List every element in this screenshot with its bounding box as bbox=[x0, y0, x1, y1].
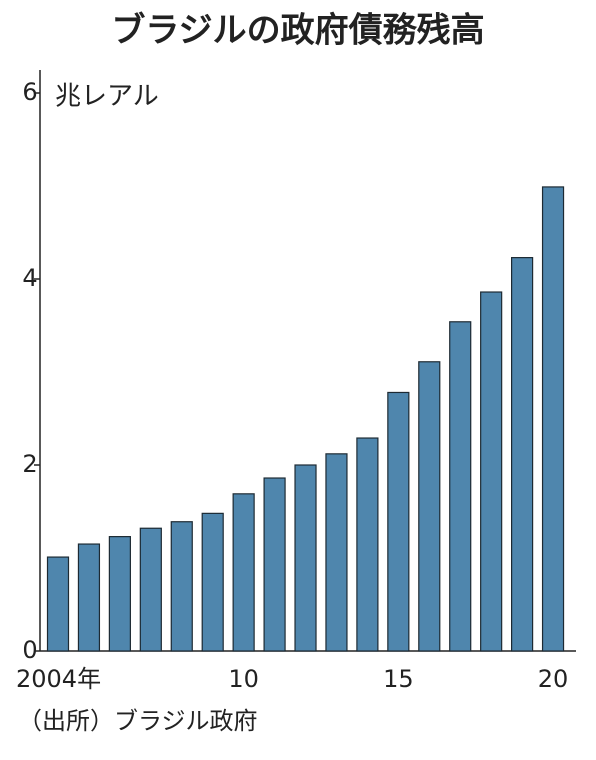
bar bbox=[418, 361, 441, 652]
source-note: （出所）ブラジル政府 bbox=[18, 707, 258, 735]
bar bbox=[511, 257, 534, 652]
bar bbox=[77, 543, 101, 652]
bar bbox=[263, 477, 286, 652]
bar bbox=[108, 536, 131, 652]
bar bbox=[294, 464, 317, 652]
unit-label: 兆レアル bbox=[55, 82, 159, 112]
bar bbox=[46, 556, 70, 652]
x-tick-label: 15 bbox=[383, 665, 414, 693]
y-tick-label: 0 bbox=[22, 636, 37, 664]
bar bbox=[449, 321, 472, 652]
bar bbox=[139, 527, 162, 652]
y-tick-label: 4 bbox=[22, 264, 37, 292]
bar bbox=[201, 512, 224, 652]
bar bbox=[541, 186, 565, 652]
bar bbox=[356, 437, 379, 652]
chart-title: ブラジルの政府債務残高 bbox=[111, 11, 484, 51]
y-tick-label: 6 bbox=[22, 78, 37, 106]
bar bbox=[387, 391, 410, 652]
bar bbox=[325, 453, 348, 652]
x-tick-label: 20 bbox=[538, 665, 569, 693]
bar bbox=[480, 291, 503, 652]
x-tick-label: 2004年 bbox=[16, 665, 101, 693]
y-tick-label: 2 bbox=[22, 450, 37, 478]
bar bbox=[170, 521, 193, 652]
x-tick-label: 10 bbox=[228, 665, 259, 693]
bar bbox=[232, 493, 255, 652]
